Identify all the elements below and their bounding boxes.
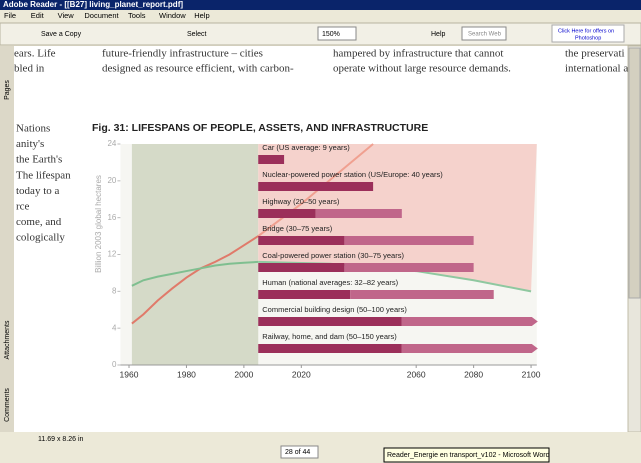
ad-text: Photoshop xyxy=(575,35,601,41)
scroll-thumb[interactable] xyxy=(628,47,641,299)
y-tick-label: 20 xyxy=(107,176,116,185)
body-text: designed as resource efficient, with car… xyxy=(102,63,294,75)
body-text: future-friendly infrastructure – cities xyxy=(102,48,263,60)
body-text: The lifespan xyxy=(16,169,71,181)
range-label: Human (national averages: 32–82 years) xyxy=(262,278,398,287)
zoom-value: 150% xyxy=(322,31,340,38)
side-tab[interactable]: Comments xyxy=(4,388,11,422)
x-tick-label: 2080 xyxy=(464,369,483,379)
tooltip xyxy=(383,447,550,463)
body-text: bled in xyxy=(14,63,45,75)
x-tick-label: 2100 xyxy=(522,369,541,379)
body-text: anity's xyxy=(16,138,44,150)
range-bar xyxy=(258,182,374,191)
search-box[interactable] xyxy=(461,26,507,41)
range-bar xyxy=(344,236,474,245)
window-title: Adobe Reader - [[B27] living_planet_repo… xyxy=(3,0,183,9)
page-field[interactable] xyxy=(280,445,319,459)
range-label: Car (US average: 9 years) xyxy=(262,143,350,152)
x-tick-label: 2000 xyxy=(234,369,253,379)
history-region xyxy=(131,144,259,365)
range-bar xyxy=(258,236,345,245)
body-text: hampered by infrastructure that cannot xyxy=(333,48,503,60)
menu-item[interactable]: View xyxy=(58,11,75,20)
menu-item[interactable]: Help xyxy=(194,11,209,20)
range-label: Bridge (30–75 years) xyxy=(262,224,333,233)
y-tick-label: 16 xyxy=(107,213,116,222)
x-tick-label: 2020 xyxy=(292,369,311,379)
y-tick-label: 4 xyxy=(112,323,117,332)
range-bar xyxy=(258,263,345,272)
body-text: today to a xyxy=(16,185,59,197)
menu-item[interactable]: Tools xyxy=(128,11,146,20)
menu-item[interactable]: Edit xyxy=(31,11,45,20)
body-text: come, and xyxy=(16,216,62,228)
range-label: Railway, home, and dam (50–150 years) xyxy=(262,332,397,341)
search-placeholder: Search Web xyxy=(468,32,502,38)
x-tick-label: 1980 xyxy=(177,369,196,379)
y-tick-label: 12 xyxy=(107,250,116,259)
range-label: Commercial building design (50–100 years… xyxy=(262,305,407,314)
range-arrow xyxy=(401,317,538,326)
range-bar xyxy=(258,209,316,218)
y-axis-label: Billion 2003 global hectares xyxy=(94,175,103,273)
range-label: Highway (20–50 years) xyxy=(262,197,340,206)
body-text: rce xyxy=(16,201,30,213)
side-tab[interactable]: Pages xyxy=(4,80,11,100)
save-button[interactable]: Save a Copy xyxy=(41,31,82,38)
range-bar xyxy=(258,317,402,326)
x-tick-label: 1960 xyxy=(120,369,139,379)
y-tick-label: 0 xyxy=(112,360,117,369)
tooltip-text: Reader_Energie en transport_v102 - Micro… xyxy=(387,452,550,459)
page-size: 11.69 x 8.26 in xyxy=(38,436,84,443)
data-line xyxy=(131,260,259,287)
body-text: operate without large resource demands. xyxy=(333,63,511,75)
range-bar xyxy=(258,290,351,299)
y-tick-label: 8 xyxy=(112,286,117,295)
menu-item[interactable]: Document xyxy=(84,11,119,20)
select-button[interactable]: Select xyxy=(187,31,207,38)
menu-item[interactable]: File xyxy=(4,11,16,20)
ad-banner[interactable] xyxy=(551,24,625,43)
data-line xyxy=(257,143,374,237)
range-bar xyxy=(258,344,402,353)
side-tab[interactable]: Attachments xyxy=(4,320,11,359)
range-bar xyxy=(344,263,474,272)
page-number: 28 of 44 xyxy=(285,449,310,456)
range-bar xyxy=(350,290,494,299)
range-label: Nuclear-powered power station (US/Europe… xyxy=(262,170,443,179)
body-text: ears. Life xyxy=(14,48,56,60)
ad-text: Click Here for offers on xyxy=(558,28,614,34)
help-button[interactable]: Help xyxy=(431,31,446,38)
side-panel xyxy=(0,46,14,432)
range-arrow xyxy=(401,344,538,353)
menu-item[interactable]: Window xyxy=(159,11,186,20)
x-tick-label: 2060 xyxy=(407,369,426,379)
body-text: cologically xyxy=(16,232,65,244)
y-tick-label: 24 xyxy=(107,139,116,148)
range-bar xyxy=(258,155,285,164)
body-text: the preservati xyxy=(565,48,625,60)
title-bar xyxy=(0,0,641,10)
data-line xyxy=(131,235,259,325)
range-bar xyxy=(315,209,402,218)
figure-title: Fig. 31: LIFESPANS OF PEOPLE, ASSETS, AN… xyxy=(92,122,428,134)
zoom-box[interactable] xyxy=(317,26,357,41)
body-text: the Earth's xyxy=(16,154,62,166)
range-label: Coal-powered power station (30–75 years) xyxy=(262,251,404,260)
body-text: international a xyxy=(565,63,628,75)
body-text: Nations xyxy=(16,123,50,135)
